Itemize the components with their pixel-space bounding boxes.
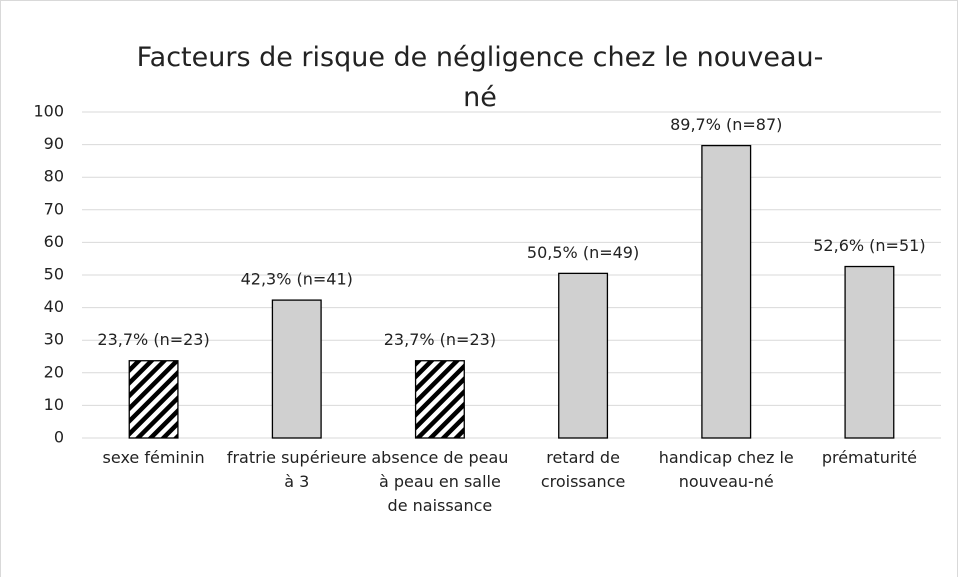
bar bbox=[414, 360, 465, 439]
value-label: 52,6% (n=51) bbox=[813, 236, 925, 255]
x-tick-label: sexe féminin bbox=[102, 448, 205, 467]
y-tick-label: 100 bbox=[33, 102, 64, 121]
chart-title: Facteurs de risque de négligence chez le… bbox=[136, 42, 824, 113]
bar bbox=[558, 272, 609, 439]
y-tick-label: 60 bbox=[44, 232, 64, 251]
y-tick-label: 70 bbox=[44, 199, 64, 218]
bar bbox=[844, 265, 895, 439]
y-tick-label: 0 bbox=[54, 428, 64, 447]
x-tick-label: retard de croissance bbox=[540, 448, 626, 491]
value-label: 23,7% (n=23) bbox=[384, 330, 496, 349]
bar bbox=[701, 144, 752, 439]
y-tick-label: 40 bbox=[44, 297, 64, 316]
y-tick-label: 50 bbox=[44, 265, 64, 284]
value-label: 50,5% (n=49) bbox=[527, 243, 639, 262]
x-tick-label: absence de peau à peau en salle de naiss… bbox=[371, 448, 509, 515]
value-label: 89,7% (n=87) bbox=[670, 115, 782, 134]
value-label: 42,3% (n=41) bbox=[241, 270, 353, 289]
x-tick-label: fratrie supérieure à 3 bbox=[226, 448, 367, 491]
bar bbox=[128, 360, 179, 439]
y-tick-label: 20 bbox=[44, 362, 64, 381]
y-tick-label: 80 bbox=[44, 167, 64, 186]
bar bbox=[271, 299, 322, 439]
value-label: 23,7% (n=23) bbox=[97, 330, 209, 349]
y-tick-label: 30 bbox=[44, 330, 64, 349]
x-tick-label: prématurité bbox=[821, 448, 917, 467]
x-tick-label: handicap chez le nouveau-né bbox=[658, 448, 794, 491]
y-tick-label: 10 bbox=[44, 395, 64, 414]
y-tick-label: 90 bbox=[44, 134, 64, 153]
